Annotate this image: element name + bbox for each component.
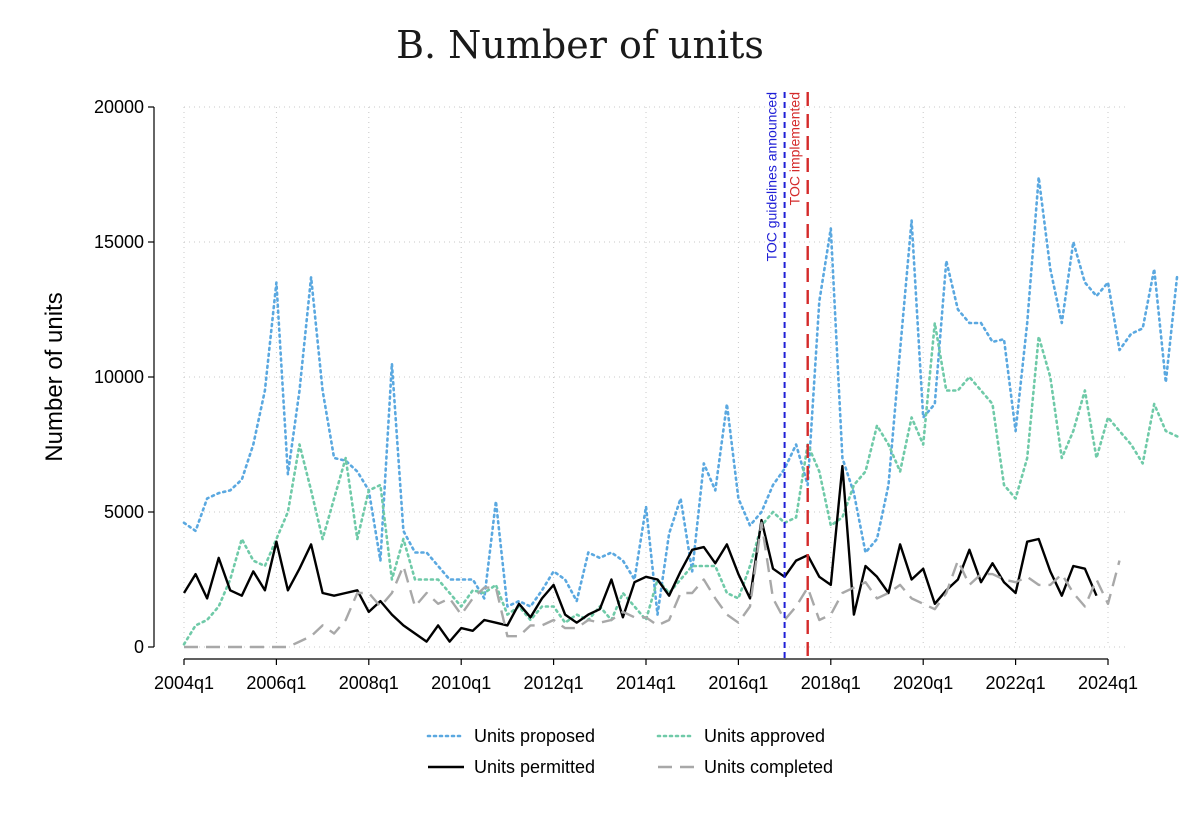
gridlines bbox=[183, 106, 1128, 648]
x-tick-label: 2010q1 bbox=[431, 673, 491, 693]
x-tick-label: 2006q1 bbox=[246, 673, 306, 693]
x-tick-label: 2012q1 bbox=[524, 673, 584, 693]
legend-label: Units completed bbox=[704, 757, 833, 777]
x-tick-label: 2018q1 bbox=[801, 673, 861, 693]
series-line bbox=[182, 464, 1098, 643]
y-tick-label: 5000 bbox=[104, 502, 144, 522]
series-line bbox=[182, 175, 1179, 616]
x-tick-label: 2020q1 bbox=[893, 673, 953, 693]
legend-label: Units approved bbox=[704, 726, 825, 746]
y-axis-label: Number of units bbox=[41, 292, 68, 461]
annotations: TOC guidelines announced TOC implemented bbox=[764, 92, 809, 659]
y-tick-label: 0 bbox=[134, 637, 144, 657]
x-tick-label: 2016q1 bbox=[708, 673, 768, 693]
axes: 0 5000 10000 15000 20000 2004q1 2006q1 2008q1 20… bbox=[94, 97, 1138, 693]
chart-title: B. Number of units bbox=[396, 23, 764, 67]
legend-label: Units permitted bbox=[474, 757, 595, 777]
x-tick-label: 2004q1 bbox=[154, 673, 214, 693]
legend: Units proposed Units approved Units permit… bbox=[426, 726, 833, 777]
annotation-label: TOC implemented bbox=[787, 92, 803, 205]
x-tick-label: 2022q1 bbox=[986, 673, 1046, 693]
series-lines bbox=[182, 175, 1179, 649]
y-tick-label: 15000 bbox=[94, 232, 144, 252]
x-tick-label: 2024q1 bbox=[1078, 673, 1138, 693]
x-tick-label: 2014q1 bbox=[616, 673, 676, 693]
annotation-label: TOC guidelines announced bbox=[764, 92, 780, 261]
legend-label: Units proposed bbox=[474, 726, 595, 746]
series-line bbox=[182, 321, 1179, 646]
x-tick-label: 2008q1 bbox=[339, 673, 399, 693]
y-tick-label: 20000 bbox=[94, 97, 144, 117]
y-tick-label: 10000 bbox=[94, 367, 144, 387]
series-line bbox=[184, 521, 1121, 649]
